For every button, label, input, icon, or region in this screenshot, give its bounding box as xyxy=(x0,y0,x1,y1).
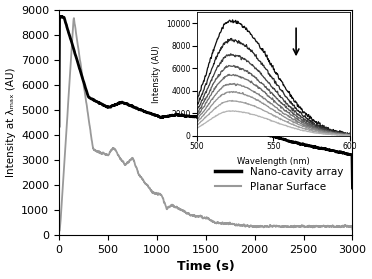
X-axis label: Time (s): Time (s) xyxy=(177,260,235,273)
Y-axis label: Intensity at λₘₐₓ (AU): Intensity at λₘₐₓ (AU) xyxy=(6,68,16,177)
Legend: Nano-cavity array, Planar Surface: Nano-cavity array, Planar Surface xyxy=(211,163,347,196)
